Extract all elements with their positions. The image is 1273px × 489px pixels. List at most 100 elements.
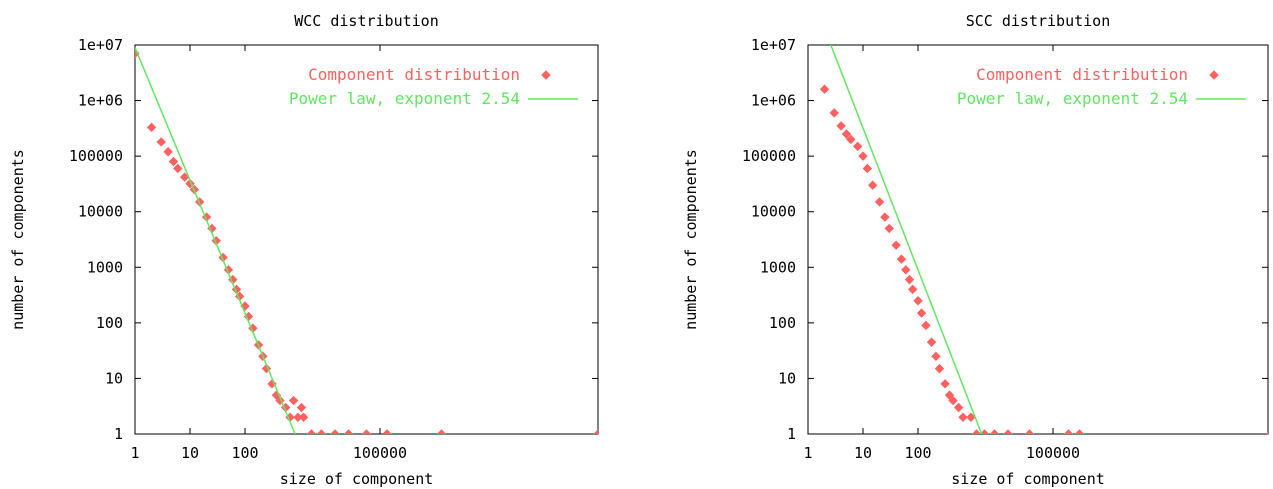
data-point [884,223,894,234]
plot-frame [807,44,1269,435]
power-law-line [135,47,296,434]
data-point [891,240,901,250]
data-point [306,429,317,434]
x-axis-label: size of component [280,470,434,488]
data-point [940,379,950,389]
data-point [343,429,354,434]
data-point [926,337,937,347]
data-point [361,429,372,434]
data-point [989,429,1000,434]
y-tick-label: 1e+07 [78,36,123,54]
legend-marker-distribution [541,70,551,80]
data-point [436,429,447,434]
y-tick-label: 10000 [751,203,796,221]
legend-label-distribution: Component distribution [976,65,1188,84]
data-point [163,147,173,157]
data-point [934,363,945,374]
data-point [916,308,927,318]
x-tick-label: 100000 [353,444,407,462]
data-point [971,429,982,434]
data-point [1074,429,1085,434]
data-point [846,134,856,145]
y-tick-label: 1e+06 [78,92,123,110]
x-tick-label: 100 [904,444,931,462]
data-point [852,141,863,152]
data-point [904,274,915,285]
data-point [913,296,923,306]
data-point [156,137,166,147]
legend-label-power-law: Power law, exponent 2.54 [957,89,1188,108]
data-point [880,212,890,222]
chart-title: SCC distribution [966,12,1111,30]
data-point [819,84,830,94]
y-tick-label: 1 [114,425,123,443]
data-point [298,412,309,422]
data-point [944,390,955,400]
data-point [836,121,846,131]
data-point [296,402,307,413]
legend-marker-distribution [1209,70,1219,80]
data-point [953,402,964,413]
data-point [593,429,598,434]
x-tick-label: 1 [130,444,139,462]
legend: Component distribution Power law, exponen… [957,65,1246,108]
data-point [901,265,911,275]
data-point [858,151,868,161]
data-point [1266,432,1268,434]
plot-area [819,45,1268,434]
data-point [874,197,885,207]
y-tick-label: 1 [787,425,796,443]
legend-label-power-law: Power law, exponent 2.54 [289,89,520,108]
y-tick-label: 1e+07 [751,36,796,54]
x-tick-label: 10 [854,444,872,462]
y-axis-label: number of components [682,149,700,330]
y-tick-label: 1000 [87,258,123,276]
data-point [382,429,392,434]
data-point [958,412,968,422]
y-tick-label: 10 [105,369,123,387]
data-point [330,429,340,434]
x-tick-label: 1 [803,444,812,462]
y-tick-label: 100 [96,314,123,332]
chart-panel-wcc: WCC distribution 1e+07 1e+06 100000 10000 100… [9,12,599,488]
data-point [288,395,299,406]
data-point [267,379,277,389]
x-tick-label: 100000 [1026,444,1080,462]
data-point [275,395,285,406]
y-tick-label: 100000 [69,147,123,165]
power-law-line [830,45,983,434]
data-point [862,163,873,174]
data-point [896,254,907,264]
data-point [1024,429,1035,434]
legend-label-distribution: Component distribution [308,65,520,84]
plot-area [135,47,598,434]
y-tick-label: 1e+06 [751,92,796,110]
data-point [146,122,157,133]
data-point [948,395,958,406]
data-point [168,156,179,167]
legend: Component distribution Power law, exponen… [289,65,578,108]
data-point [921,320,931,331]
data-point [867,180,878,190]
y-tick-label: 10 [778,369,796,387]
y-tick-label: 100 [769,314,796,332]
y-axis-label: number of components [9,149,27,330]
x-tick-label: 10 [181,444,199,462]
chart-panel-scc: SCC distribution 1e+07 1e+06 100000 10000 100… [682,12,1269,488]
data-point [966,412,976,422]
data-point [1003,429,1013,434]
data-point [173,163,183,174]
chart-title: WCC distribution [294,12,439,30]
data-point [841,129,852,139]
y-tick-label: 10000 [78,203,123,221]
data-point [931,351,941,362]
x-axis-label: size of component [951,470,1105,488]
data-point [316,429,327,434]
y-tick-label: 100000 [742,147,796,165]
y-tick-label: 1000 [760,258,796,276]
x-tick-label: 100 [231,444,258,462]
data-point [829,108,839,118]
data-point [1063,429,1074,434]
data-point [907,284,918,295]
